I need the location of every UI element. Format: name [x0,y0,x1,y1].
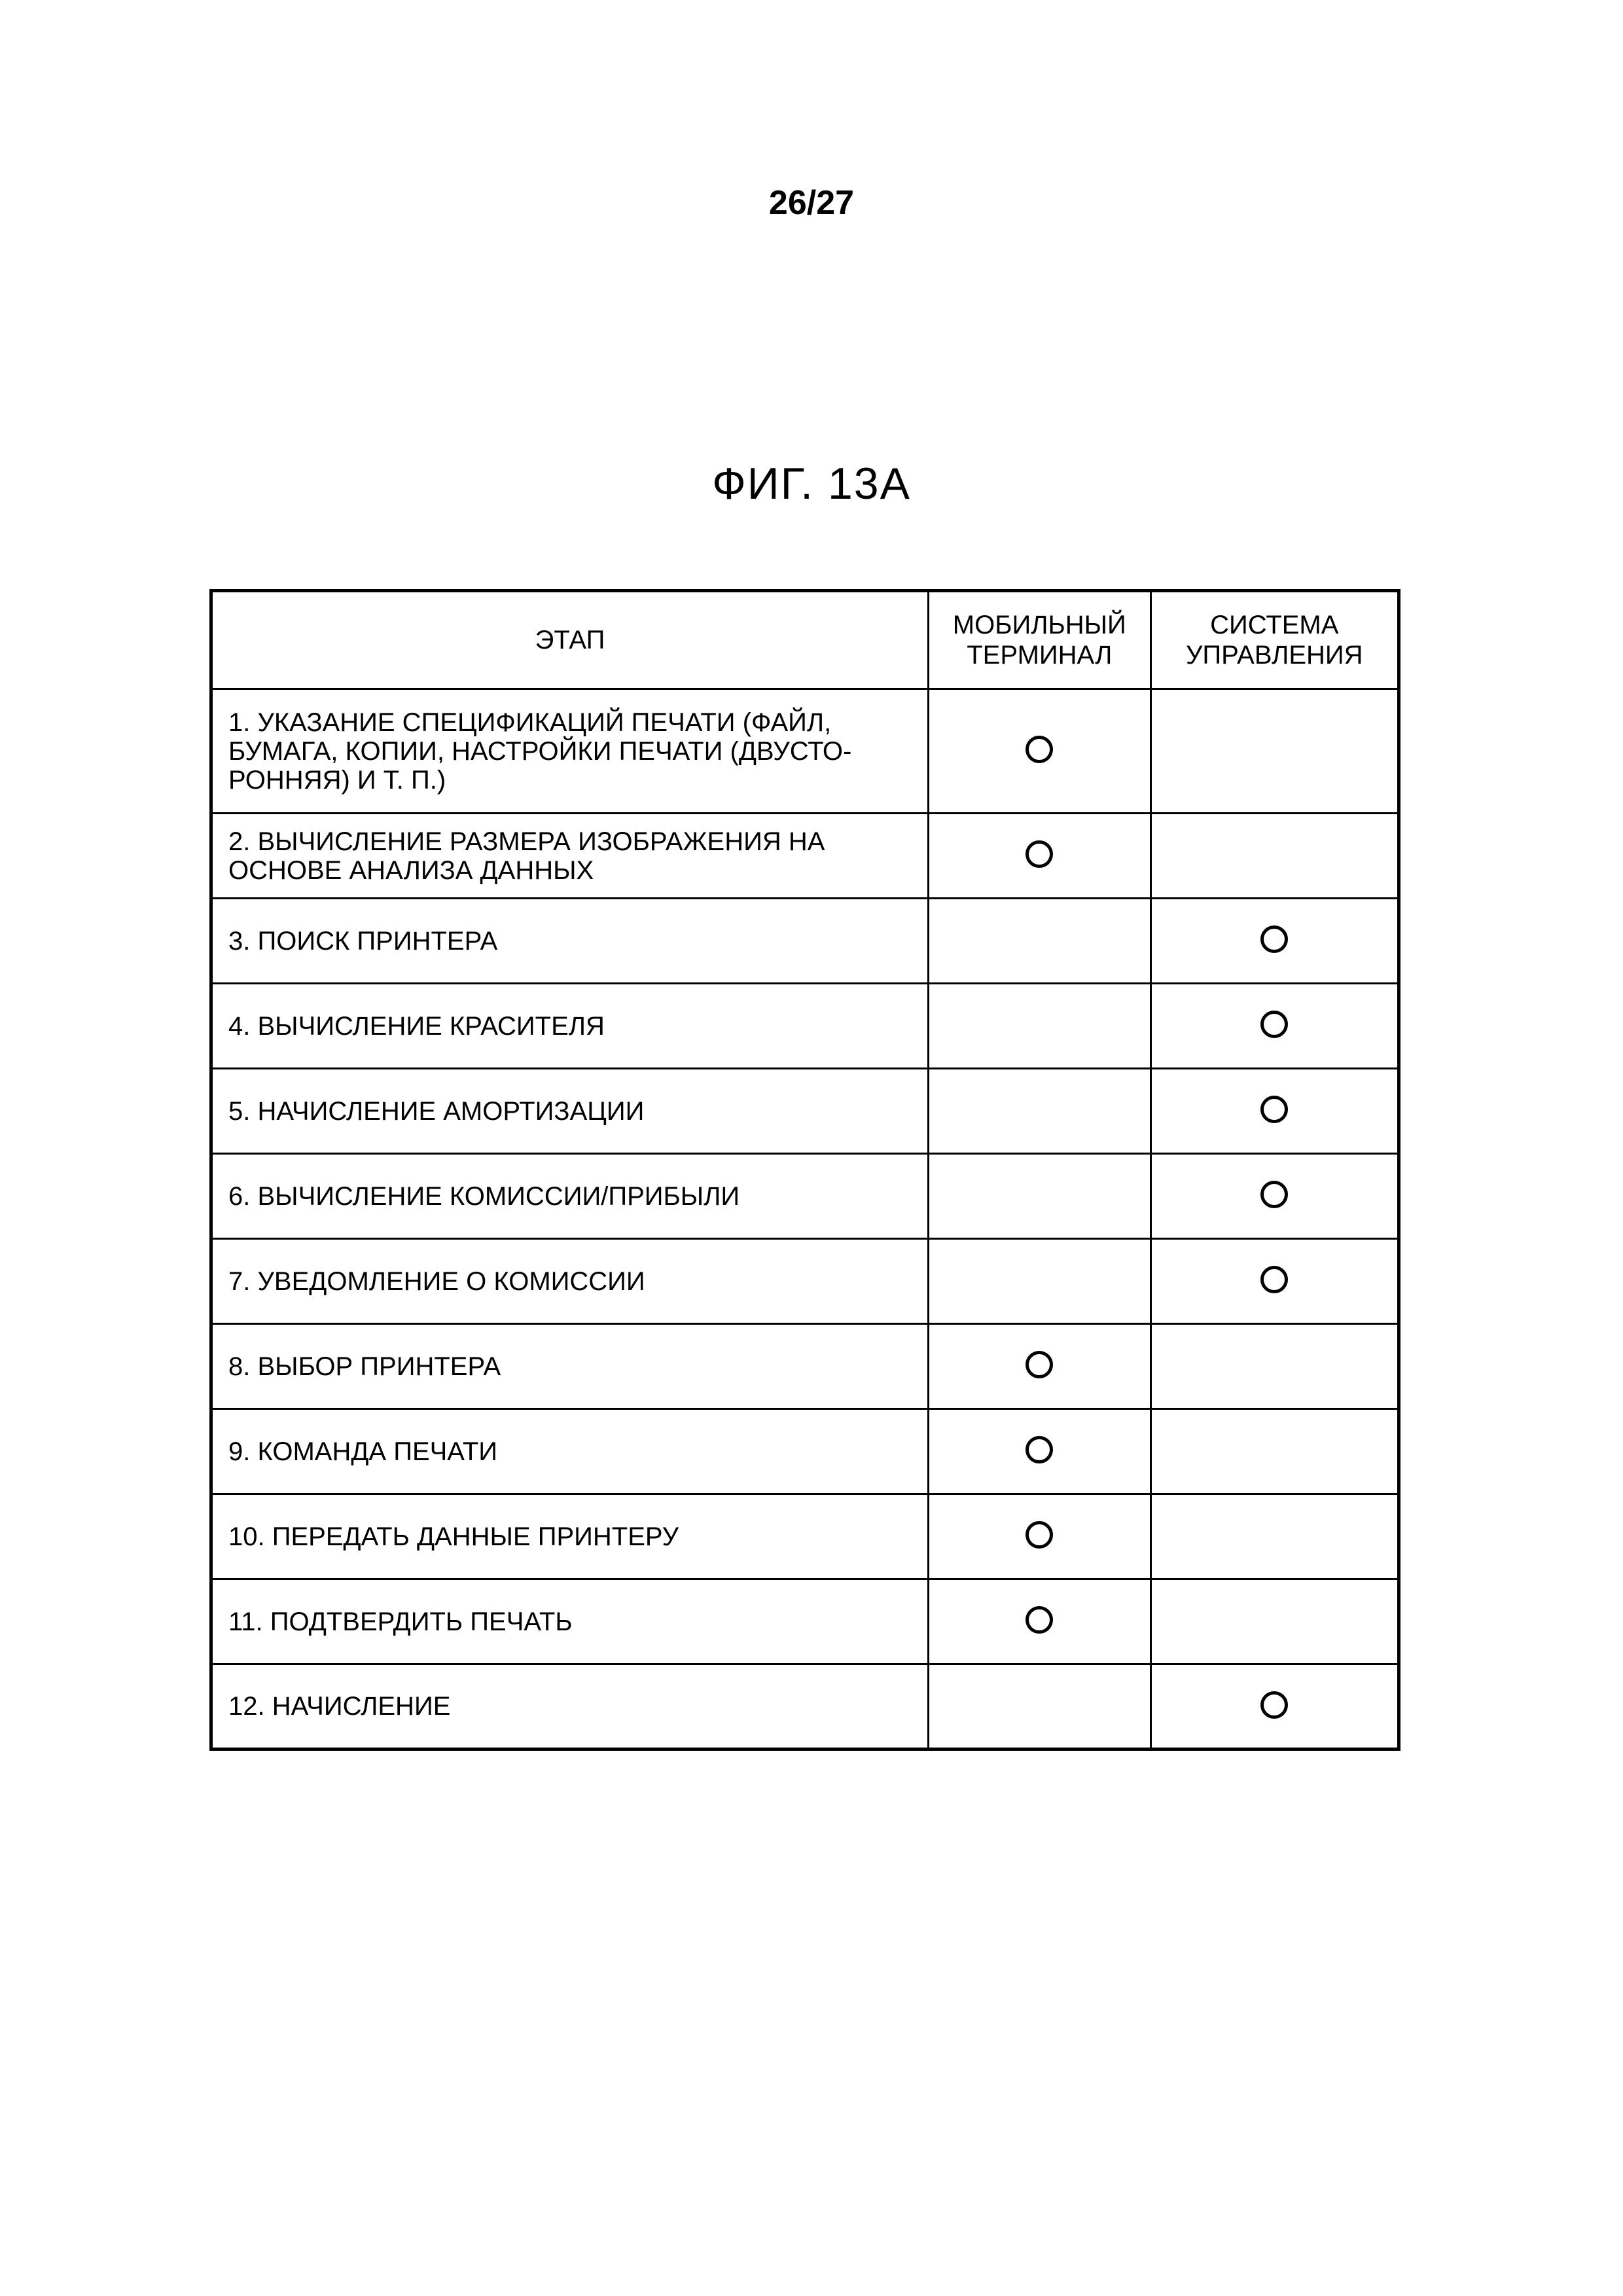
circle-mark-icon [1026,840,1053,868]
system-cell [1150,1664,1399,1749]
mobile-cell [928,984,1150,1069]
system-cell [1150,899,1399,984]
system-cell [1150,1409,1399,1494]
mobile-cell [928,899,1150,984]
table-header-row: ЭТАП МОБИЛЬНЫЙТЕРМИНАЛ СИСТЕМАУПРАВЛЕНИЯ [211,591,1399,689]
circle-mark-icon [1260,1011,1288,1038]
step-cell: 7. УВЕДОМЛЕНИЕ О КОМИССИИ [211,1239,929,1324]
system-cell [1150,689,1399,814]
circle-mark-icon [1026,1351,1053,1378]
system-cell [1150,1494,1399,1579]
table-row: 6. ВЫЧИСЛЕНИЕ КОМИССИИ/ПРИБЫЛИ [211,1154,1399,1239]
step-cell: 6. ВЫЧИСЛЕНИЕ КОМИССИИ/ПРИБЫЛИ [211,1154,929,1239]
column-header-mobile-line1: МОБИЛЬНЫЙТЕРМИНАЛ [953,611,1126,670]
step-cell: 2. ВЫЧИСЛЕНИЕ РАЗМЕРА ИЗОБРАЖЕНИЯ НА ОСН… [211,814,929,899]
system-cell [1150,1069,1399,1154]
mobile-cell [928,1409,1150,1494]
table-row: 4. ВЫЧИСЛЕНИЕ КРАСИТЕЛЯ [211,984,1399,1069]
circle-mark-icon [1260,925,1288,953]
circle-mark-icon [1026,1521,1053,1549]
table-row: 1. УКАЗАНИЕ СПЕЦИФИКАЦИЙ ПЕЧАТИ (ФАЙЛ, Б… [211,689,1399,814]
step-cell: 12. НАЧИСЛЕНИЕ [211,1664,929,1749]
circle-mark-icon [1260,1691,1288,1719]
system-cell [1150,1579,1399,1664]
mobile-cell [928,1154,1150,1239]
circle-mark-icon [1026,1436,1053,1463]
mobile-cell [928,689,1150,814]
table-body: 1. УКАЗАНИЕ СПЕЦИФИКАЦИЙ ПЕЧАТИ (ФАЙЛ, Б… [211,689,1399,1749]
table-row: 7. УВЕДОМЛЕНИЕ О КОМИССИИ [211,1239,1399,1324]
step-cell: 3. ПОИСК ПРИНТЕРА [211,899,929,984]
circle-mark-icon [1026,736,1053,763]
page-number: 26/27 [769,183,854,223]
system-cell [1150,1324,1399,1409]
step-cell: 10. ПЕРЕДАТЬ ДАННЫЕ ПРИНТЕРУ [211,1494,929,1579]
mobile-cell [928,1579,1150,1664]
system-cell [1150,1154,1399,1239]
circle-mark-icon [1026,1606,1053,1634]
step-cell: 5. НАЧИСЛЕНИЕ АМОРТИЗАЦИИ [211,1069,929,1154]
figure-table-container: ЭТАП МОБИЛЬНЫЙТЕРМИНАЛ СИСТЕМАУПРАВЛЕНИЯ… [209,589,1400,1751]
figure-title: ФИГ. 13A [712,458,911,509]
column-header-system: СИСТЕМАУПРАВЛЕНИЯ [1150,591,1399,689]
step-cell: 1. УКАЗАНИЕ СПЕЦИФИКАЦИЙ ПЕЧАТИ (ФАЙЛ, Б… [211,689,929,814]
column-header-system-line1: СИСТЕМАУПРАВЛЕНИЯ [1186,611,1363,670]
step-cell: 11. ПОДТВЕРДИТЬ ПЕЧАТЬ [211,1579,929,1664]
mobile-cell [928,814,1150,899]
mobile-cell [928,1239,1150,1324]
system-cell [1150,1239,1399,1324]
mobile-cell [928,1494,1150,1579]
table-row: 3. ПОИСК ПРИНТЕРА [211,899,1399,984]
mobile-cell [928,1324,1150,1409]
system-cell [1150,984,1399,1069]
table-row: 2. ВЫЧИСЛЕНИЕ РАЗМЕРА ИЗОБРАЖЕНИЯ НА ОСН… [211,814,1399,899]
column-header-mobile: МОБИЛЬНЫЙТЕРМИНАЛ [928,591,1150,689]
table-row: 11. ПОДТВЕРДИТЬ ПЕЧАТЬ [211,1579,1399,1664]
mobile-cell [928,1664,1150,1749]
circle-mark-icon [1260,1181,1288,1208]
circle-mark-icon [1260,1266,1288,1293]
mobile-cell [928,1069,1150,1154]
step-cell: 9. КОМАНДА ПЕЧАТИ [211,1409,929,1494]
figure-table: ЭТАП МОБИЛЬНЫЙТЕРМИНАЛ СИСТЕМАУПРАВЛЕНИЯ… [209,589,1400,1751]
table-row: 10. ПЕРЕДАТЬ ДАННЫЕ ПРИНТЕРУ [211,1494,1399,1579]
column-header-step: ЭТАП [211,591,929,689]
table-row: 9. КОМАНДА ПЕЧАТИ [211,1409,1399,1494]
step-cell: 8. ВЫБОР ПРИНТЕРА [211,1324,929,1409]
table-row: 12. НАЧИСЛЕНИЕ [211,1664,1399,1749]
table-row: 5. НАЧИСЛЕНИЕ АМОРТИЗАЦИИ [211,1069,1399,1154]
step-cell: 4. ВЫЧИСЛЕНИЕ КРАСИТЕЛЯ [211,984,929,1069]
circle-mark-icon [1260,1096,1288,1123]
table-row: 8. ВЫБОР ПРИНТЕРА [211,1324,1399,1409]
system-cell [1150,814,1399,899]
